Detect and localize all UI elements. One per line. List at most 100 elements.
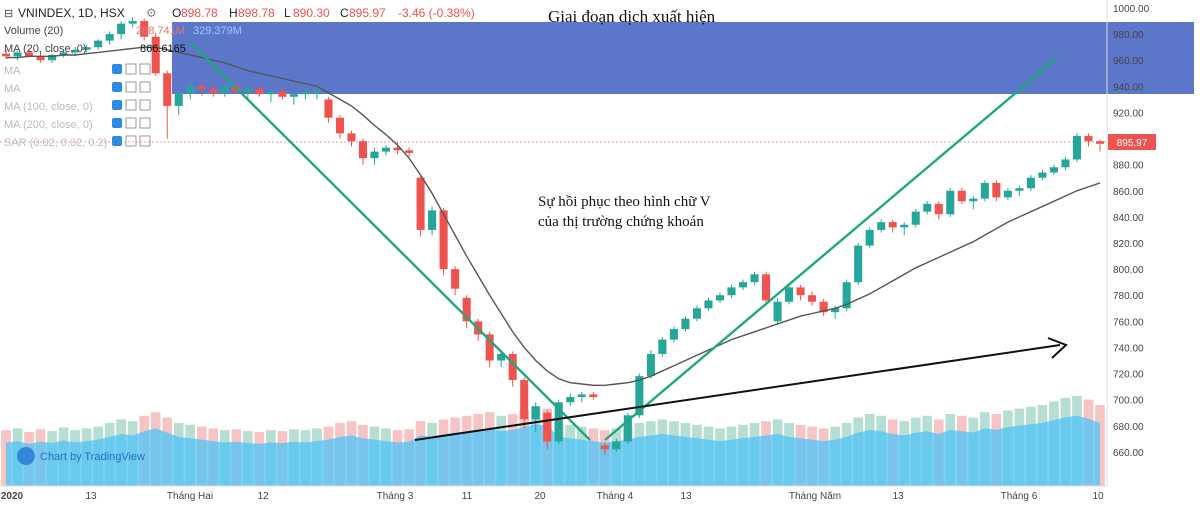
watermark-text: Chart by TradingView [40,451,145,463]
candle [140,18,149,41]
collapse-icon[interactable]: ⊟ [4,8,13,20]
candle-body [508,353,517,381]
eye-icon[interactable] [112,118,122,128]
time-tick: Tháng 3 [377,491,414,502]
candle-body [842,282,851,309]
candle [819,299,828,317]
candle-body [692,308,701,319]
candle [750,271,759,285]
tradingview-watermark[interactable]: Chart by TradingView [17,447,145,465]
price-tick: 860.00 [1113,187,1144,198]
close-icon[interactable] [139,99,151,111]
candle [220,83,229,97]
time-tick: Tháng 4 [597,491,634,502]
candle-body [704,300,713,309]
ma-line [6,46,1101,387]
eye-icon[interactable] [112,82,122,92]
eye-icon[interactable] [112,100,122,110]
candle [1003,188,1012,200]
candle-body [969,198,978,202]
indicator-label: MA [4,83,21,95]
price-tick: 760.00 [1113,317,1144,328]
settings-icon[interactable] [125,99,137,111]
candle [370,147,379,165]
indicator-row[interactable]: SAR (0.02, 0.02, 0.2) [4,135,151,149]
epidemic-title: Giai đoạn dịch xuất hiện [548,7,716,26]
time-tick: 2020 [1,491,24,502]
candle [773,297,782,324]
price-tick: 920.00 [1113,108,1144,119]
candle [900,222,909,236]
candle-body [71,49,80,53]
candle-body [1038,172,1047,178]
indicator-label: MA (100, close, 0) [4,101,93,113]
volume-bars [1,396,1105,486]
candle [485,331,494,368]
candle [1095,139,1105,152]
candle [589,391,598,400]
indicator-row[interactable]: MA (200, close, 0) [4,117,151,131]
eye-icon[interactable] [112,136,122,146]
candle [1015,185,1024,196]
price-tick: 960.00 [1113,56,1144,67]
candle [566,393,575,407]
settings-icon[interactable] [125,117,137,129]
close-icon[interactable] [139,135,151,147]
candle [1061,156,1070,170]
candle-body [1003,190,1012,198]
indicator-list: MA MA MA (100, close, 0) MA (200, close, 0)… [4,63,151,149]
indicator-row[interactable]: MA [4,81,151,95]
candle [1072,133,1081,163]
settings-icon[interactable]: ⚙ [146,6,157,20]
settings-icon[interactable] [125,81,137,93]
candle-body [658,339,667,354]
candle [105,31,114,45]
indicator-label: MA (200, close, 0) [4,119,93,131]
candle [48,53,57,63]
indicator-row[interactable]: MA (100, close, 0) [4,99,151,113]
settings-icon[interactable] [125,63,137,75]
time-tick: 20 [534,491,546,502]
candle [520,377,529,429]
candle [151,34,160,76]
candle-body [347,133,356,142]
ma-close-label: MA (20, close, 0) [4,43,87,55]
candle-body [1,53,11,57]
low-label: L [284,6,291,20]
candle-body [808,295,817,302]
cloud-icon [17,447,35,465]
close-icon[interactable] [139,63,151,75]
eye-icon[interactable] [112,64,122,74]
candle-body [750,274,759,283]
time-tick: Tháng Năm [789,491,841,502]
indicator-row[interactable]: MA [4,63,151,77]
candle-body [911,211,920,225]
candle-body [566,397,575,403]
candle [738,279,748,290]
candle-body [1072,135,1081,160]
candle-body [796,287,805,296]
close-icon[interactable] [139,81,151,93]
candle [692,305,701,322]
candle [785,284,794,305]
candle [531,402,540,433]
open-value: 898.78 [181,6,218,20]
candle [911,209,920,228]
candle-body [163,73,172,106]
candle-body [370,151,379,159]
close-icon[interactable] [139,117,151,129]
settings-icon[interactable] [125,135,137,147]
v-recovery-line-2: của thị trường chứng khoán [538,214,704,230]
candle-body [439,210,448,270]
candle-body [312,90,321,93]
candle-body [715,295,725,301]
candle-body [209,88,218,93]
candles [1,17,1105,455]
candle-body [543,412,552,442]
high-label: H [229,6,238,20]
high-value: 898.78 [238,6,275,20]
down-trend-line [189,41,591,441]
candle-body [980,182,989,199]
candle-body [877,222,886,230]
price-tick: 980.00 [1113,30,1144,41]
